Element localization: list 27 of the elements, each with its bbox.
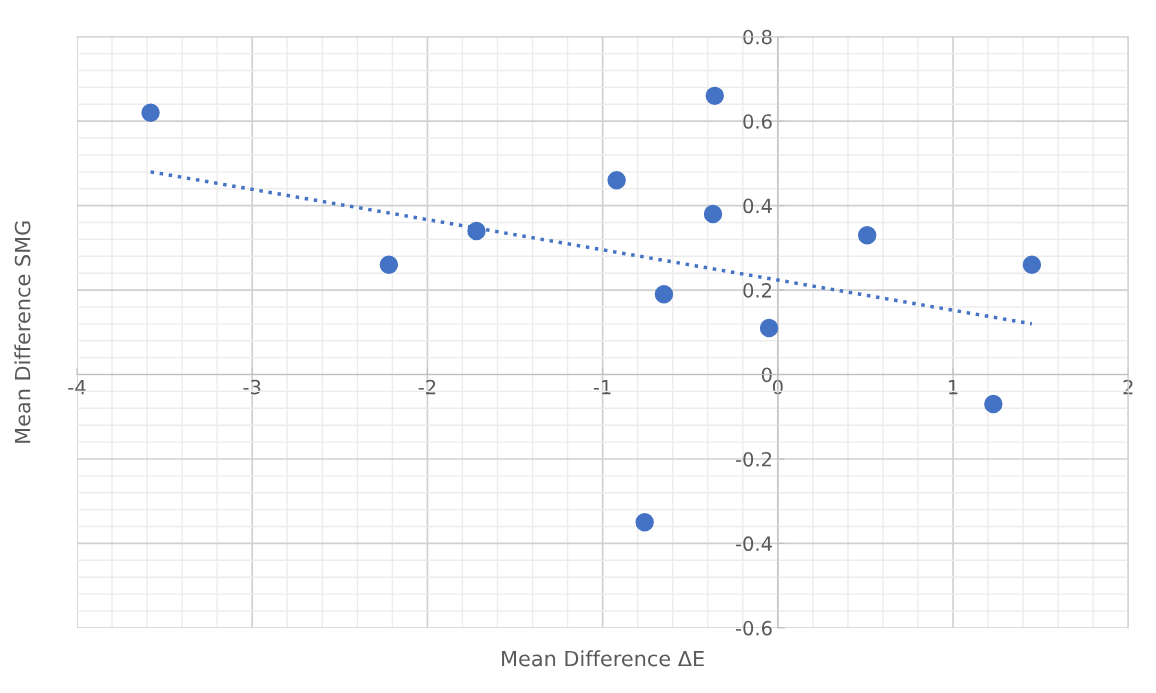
y-tick-label: 0.2 xyxy=(743,283,772,298)
x-tick-label: 2 xyxy=(1123,379,1133,395)
x-tick-label: -1 xyxy=(593,379,611,395)
point xyxy=(635,513,654,532)
point xyxy=(654,285,674,304)
x-tick-label: -4 xyxy=(68,379,86,395)
x-tick-label: -3 xyxy=(243,379,261,395)
point xyxy=(467,221,486,241)
point xyxy=(141,103,160,122)
point xyxy=(379,255,399,274)
point xyxy=(607,171,626,190)
point xyxy=(857,225,877,245)
y-tick-label: -0.6 xyxy=(735,620,772,636)
y-tick-label: 0.6 xyxy=(743,114,772,129)
y-tick-label: -0.2 xyxy=(735,451,772,467)
y-tick-label: 0.4 xyxy=(743,198,772,214)
x-tick-label: -2 xyxy=(418,379,436,395)
point xyxy=(703,204,723,224)
y-axis-title: Mean Difference SMG xyxy=(14,221,31,443)
point xyxy=(705,86,724,106)
y-tick-label: 0.8 xyxy=(743,29,772,45)
x-tick-label: 1 xyxy=(949,379,958,395)
y-tick-label: -0.4 xyxy=(735,536,772,552)
point xyxy=(984,394,1003,414)
point xyxy=(759,318,779,338)
point xyxy=(1022,255,1042,274)
x-axis-title: Mean Difference ΔE xyxy=(502,650,704,667)
